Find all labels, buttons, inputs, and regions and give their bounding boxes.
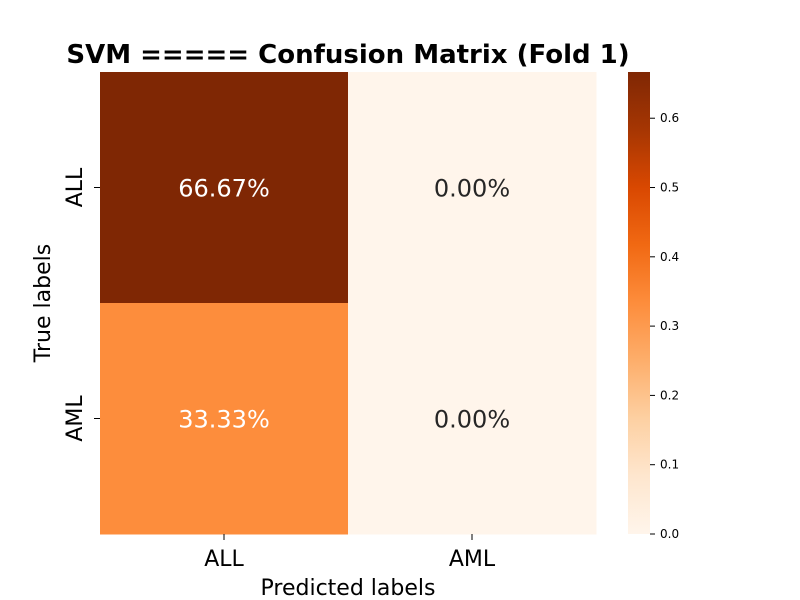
y-tick-label-1: AML	[63, 395, 88, 442]
heatmap-cell-1-1	[348, 303, 597, 535]
y-axis-ticks: ALL AML	[63, 167, 100, 442]
heatmap-cell-0-0	[100, 72, 349, 304]
heatmap-cells: 66.67% 0.00% 33.33% 0.00%	[100, 72, 597, 535]
colorbar-tick-label-3: 0.3	[660, 319, 679, 333]
heatmap-cell-1-0	[100, 303, 349, 535]
colorbar-tick-label-2: 0.2	[660, 388, 679, 402]
cell-label-0-1: 0.00%	[434, 175, 510, 203]
x-tick-label-0: ALL	[204, 547, 244, 572]
cell-label-0-0: 66.67%	[178, 175, 270, 203]
colorbar-ticks: 0.0 0.1 0.2 0.3 0.4 0.5 0.6	[650, 111, 679, 541]
cell-label-1-1: 0.00%	[434, 406, 510, 434]
heatmap-cell-0-1	[348, 72, 597, 304]
x-axis-ticks: ALL AML	[204, 534, 496, 572]
x-axis-label: Predicted labels	[261, 576, 436, 600]
chart-title: SVM ===== Confusion Matrix (Fold 1)	[66, 40, 629, 70]
cell-label-1-0: 33.33%	[178, 406, 270, 434]
colorbar-tick-label-4: 0.4	[660, 250, 679, 264]
colorbar	[628, 72, 650, 534]
colorbar-tick-label-1: 0.1	[660, 458, 679, 472]
colorbar-tick-label-0: 0.0	[660, 527, 679, 541]
colorbar-tick-label-6: 0.6	[660, 111, 679, 125]
colorbar-tick-label-5: 0.5	[660, 181, 679, 195]
y-axis-label: True labels	[31, 244, 56, 363]
y-tick-label-0: ALL	[63, 167, 88, 207]
x-tick-label-1: AML	[449, 547, 496, 572]
